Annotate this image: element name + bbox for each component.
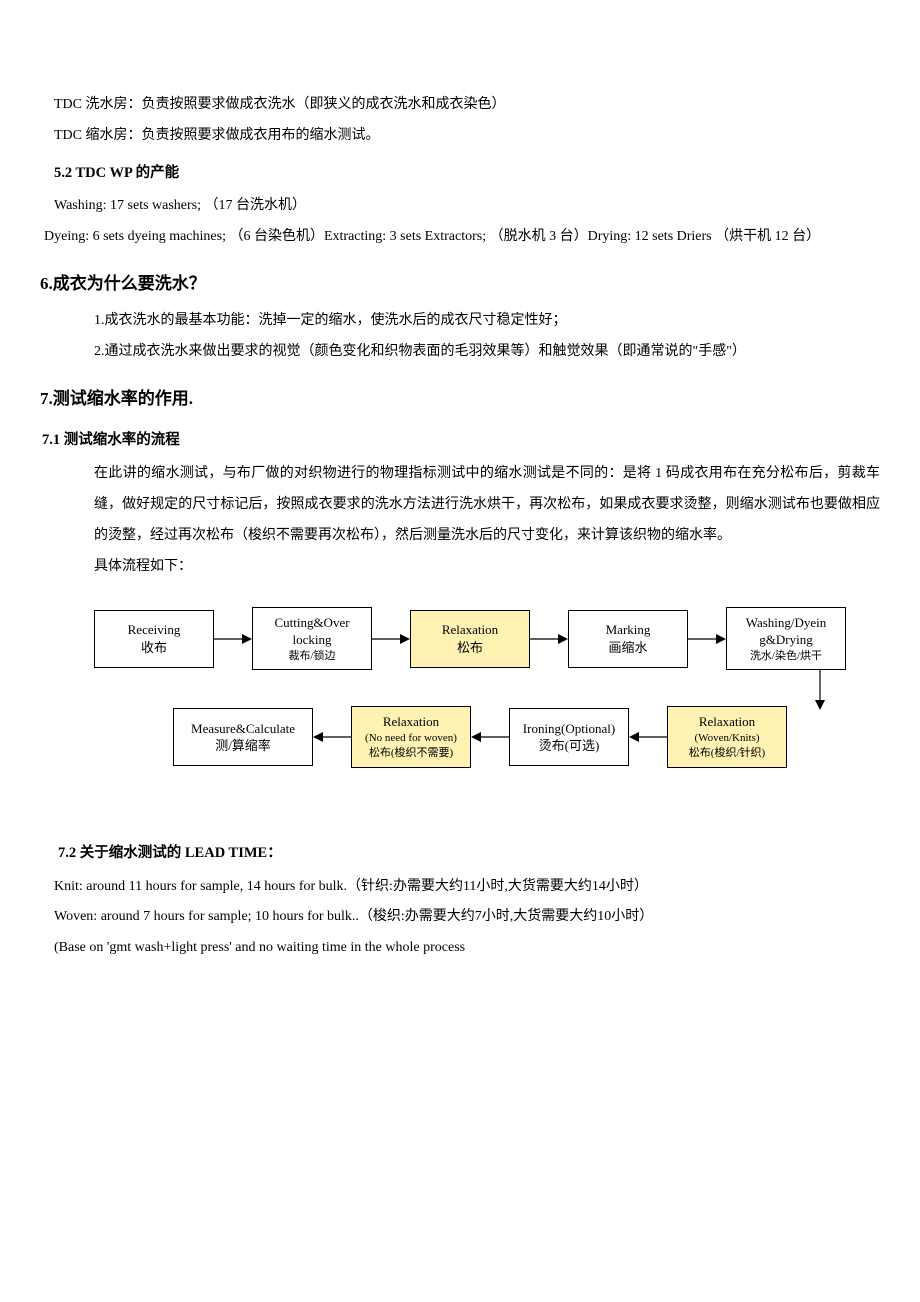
- flow-box: Marking画缩水: [568, 610, 688, 668]
- heading-7-1: 7.1 测试缩水率的流程: [42, 425, 880, 457]
- leadtime-note: (Base on 'gmt wash+light press' and no w…: [54, 933, 880, 964]
- arrow-left-icon: [471, 731, 509, 743]
- heading-5-2: 5.2 TDC WP 的产能: [54, 158, 880, 190]
- tdc-shrink-desc: TDC 缩水房：负责按照要求做成衣用布的缩水测试。: [54, 121, 880, 152]
- flow-box-line2: 洗水/染色/烘干: [750, 649, 822, 664]
- reason-1: 1.成衣洗水的最基本功能：洗掉一定的缩水，使洗水后的成衣尺寸稳定性好；: [94, 306, 880, 337]
- flow-down-arrow-holder: [94, 670, 880, 710]
- flow-box: Ironing(Optional)烫布(可选): [509, 708, 629, 766]
- flow-box-line1: Measure&Calculate: [191, 720, 295, 738]
- heading-7-2: 7.2 关于缩水测试的 LEAD TIME：: [58, 838, 880, 870]
- flow-box-line1: Ironing(Optional): [523, 720, 615, 738]
- arrow-right-icon: [214, 633, 252, 645]
- flowchart: Receiving收布 Cutting&Over locking裁布/锁边 Rela…: [94, 607, 880, 768]
- flow-box: Washing/Dyein g&Drying洗水/染色/烘干: [726, 607, 846, 671]
- shrink-test-desc: 在此讲的缩水测试，与布厂做的对织物进行的物理指标测试中的缩水测试是不同的：是将 …: [94, 459, 880, 551]
- arrow-down-icon: [813, 670, 827, 710]
- arrow-right-icon: [372, 633, 410, 645]
- flow-box-line3: 松布(梭织/针织): [689, 746, 765, 761]
- flow-box-line2: 测/算缩率: [215, 737, 271, 755]
- flow-box-line1: Receiving: [128, 621, 181, 639]
- arrow-right-icon: [688, 633, 726, 645]
- flow-box-line2: (Woven/Knits): [694, 731, 759, 746]
- flow-box-line1: Washing/Dyein g&Drying: [731, 614, 841, 649]
- arrow-left-icon: [629, 731, 667, 743]
- flow-box-line1: Cutting&Over locking: [257, 614, 367, 649]
- flow-box-line2: 收布: [141, 639, 167, 657]
- flow-box-line3: 松布(梭织不需要): [369, 746, 453, 761]
- flow-box-line1: Marking: [606, 621, 651, 639]
- flow-box-line1: Relaxation: [383, 713, 439, 731]
- flow-box-line1: Relaxation: [699, 713, 755, 731]
- arrow-left-icon: [313, 731, 351, 743]
- tdc-wash-desc: TDC 洗水房：负责按照要求做成衣洗水（即狭义的成衣洗水和成衣染色）: [54, 90, 880, 121]
- heading-6: 6.成衣为什么要洗水？: [40, 265, 880, 302]
- flow-box-line2: 烫布(可选): [539, 737, 600, 755]
- flow-intro: 具体流程如下：: [94, 552, 880, 583]
- flow-box: Relaxation(No need for woven)松布(梭织不需要): [351, 706, 471, 767]
- flow-row-bottom: Measure&Calculate测/算缩率Relaxation(No need…: [173, 706, 880, 767]
- arrow-right-icon: [530, 633, 568, 645]
- flow-box-line1: Relaxation: [442, 621, 498, 639]
- reason-2: 2.通过成衣洗水来做出要求的视觉（颜色变化和织物表面的毛羽效果等）和触觉效果（即…: [94, 337, 880, 368]
- flow-box-line2: (No need for woven): [365, 731, 457, 746]
- flow-row-top: Receiving收布 Cutting&Over locking裁布/锁边 Rela…: [94, 607, 880, 671]
- flow-box-line2: 画缩水: [608, 639, 647, 657]
- flow-box-line2: 松布: [457, 639, 483, 657]
- flow-box: Relaxation松布: [410, 610, 530, 668]
- leadtime-woven: Woven: around 7 hours for sample; 10 hou…: [54, 902, 880, 933]
- heading-7: 7.测试缩水率的作用.: [40, 380, 880, 417]
- capacity-other: Dyeing: 6 sets dyeing machines; （6 台染色机）…: [44, 222, 880, 253]
- flow-box: Receiving收布: [94, 610, 214, 668]
- flow-box: Relaxation(Woven/Knits)松布(梭织/针织): [667, 706, 787, 767]
- capacity-washing: Washing: 17 sets washers; （17 台洗水机）: [54, 191, 880, 222]
- flow-box: Cutting&Over locking裁布/锁边: [252, 607, 372, 671]
- leadtime-knit: Knit: around 11 hours for sample, 14 hou…: [54, 872, 880, 903]
- flow-box: Measure&Calculate测/算缩率: [173, 708, 313, 766]
- flow-box-line2: 裁布/锁边: [288, 649, 335, 664]
